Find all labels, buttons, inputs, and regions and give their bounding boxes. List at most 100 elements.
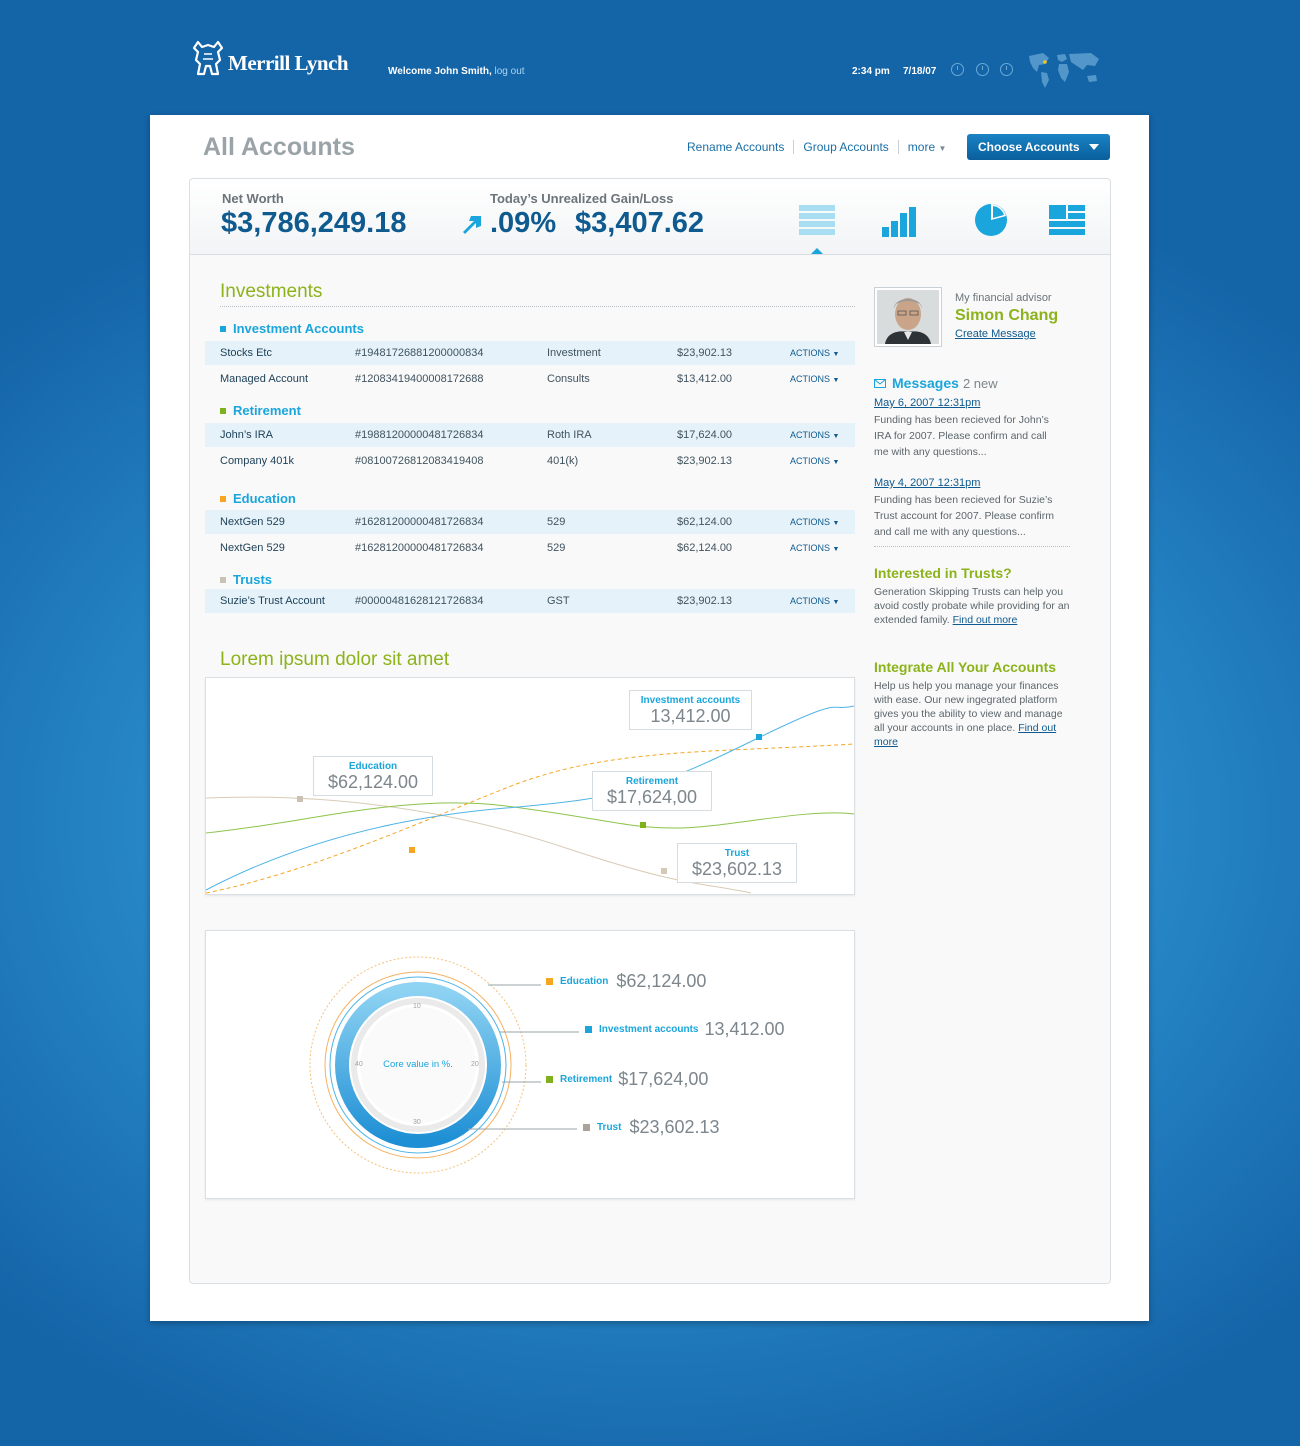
tick-label: 30 — [413, 1119, 421, 1126]
inner-gray-ring — [351, 998, 485, 1132]
messages-count: 2 new — [962, 375, 998, 391]
actions-menu[interactable]: ACTIONS ▼ — [790, 596, 839, 606]
find-out-more-link[interactable]: Find out more — [874, 722, 1057, 748]
more-menu[interactable]: more ▼ — [897, 140, 956, 154]
legend-swatch — [546, 1076, 553, 1083]
actions-menu[interactable]: ACTIONS ▼ — [790, 348, 839, 358]
donut-center — [360, 1007, 476, 1123]
table-row[interactable]: Managed Account #12083419400008172688 Co… — [205, 367, 855, 391]
actions-label: ACTIONS — [790, 348, 831, 358]
account-amount: $62,124.00 — [677, 516, 733, 528]
account-number: #19481726881200000834 — [355, 347, 484, 359]
callout-investment-accounts: Investment accounts 13,412.00 — [629, 690, 752, 730]
actions-menu[interactable]: ACTIONS ▼ — [790, 543, 839, 553]
account-name[interactable]: Company 401k — [220, 455, 294, 467]
caret-down-icon: ▼ — [938, 144, 947, 153]
callout-label: Retirement — [625, 776, 679, 787]
line-chart-canvas — [206, 705, 854, 894]
bull-logo-icon — [192, 40, 224, 76]
caret-down-icon: ▼ — [832, 459, 840, 466]
brand-logo[interactable]: Merrill Lynch — [190, 38, 349, 76]
arrow-up-right-icon — [463, 216, 481, 234]
actions-label: ACTIONS — [790, 543, 831, 553]
account-name[interactable]: Suzie’s Trust Account — [220, 595, 325, 607]
caret-down-icon: ▼ — [832, 546, 840, 553]
create-message-link[interactable]: Create Message — [955, 328, 1036, 340]
timezone-clock-icon[interactable] — [1000, 63, 1013, 76]
world-map-icon[interactable] — [1025, 50, 1103, 90]
line-chart: Investment accounts 13,412.00 Education … — [205, 677, 855, 895]
group-name: Retirement — [233, 403, 301, 418]
advisor-caption: My financial advisor — [955, 292, 1052, 304]
find-out-more-link[interactable]: Find out more — [952, 614, 1018, 626]
actions-menu[interactable]: ACTIONS ▼ — [790, 517, 839, 527]
account-name[interactable]: NextGen 529 — [220, 542, 285, 554]
caret-down-icon: ▼ — [832, 433, 840, 440]
series-line-education — [206, 743, 854, 894]
chart-section-title: Lorem ipsum dolor sit amet — [220, 649, 450, 670]
group-color-marker — [220, 407, 226, 414]
page-title: All Accounts — [203, 133, 355, 161]
outer-dotted-ring — [309, 956, 527, 1174]
table-row[interactable]: Company 401k #08100726812083419408 401(k… — [205, 449, 855, 473]
account-number: #08100726812083419408 — [355, 455, 484, 467]
promo-trusts-title: Interested in Trusts? — [874, 565, 1012, 581]
account-amount: $62,124.00 — [677, 542, 733, 554]
promo-trusts-text: Generation Skipping Trusts can help you … — [874, 586, 1070, 626]
gain-loss-amount: $3,407.62 — [575, 207, 705, 239]
timezone-clock-icon[interactable] — [976, 63, 989, 76]
group-accounts-link[interactable]: Group Accounts — [793, 140, 897, 154]
group-name: Trusts — [233, 572, 273, 587]
pie-chart-icon[interactable] — [972, 203, 1012, 237]
account-type: 529 — [547, 516, 566, 528]
actions-menu[interactable]: ACTIONS ▼ — [790, 456, 839, 466]
message-date-link[interactable]: May 4, 2007 12:31pm — [874, 477, 981, 489]
list-view-icon[interactable] — [797, 203, 837, 237]
group-color-marker — [220, 325, 226, 332]
blue-thin-ring — [329, 976, 507, 1154]
grid-view-icon[interactable] — [1047, 203, 1087, 237]
actions-label: ACTIONS — [790, 430, 831, 440]
legend-item-trust: Trust $23,602.13 — [583, 1117, 720, 1138]
group-title-education: Education — [220, 491, 296, 506]
table-row[interactable]: Suzie’s Trust Account #00000481628121726… — [205, 589, 855, 613]
net-worth-label: Net Worth — [222, 191, 284, 206]
account-name[interactable]: Stocks Etc — [220, 347, 272, 359]
table-row[interactable]: NextGen 529 #16281200000481726834 529 $6… — [205, 510, 855, 534]
account-name[interactable]: Managed Account — [220, 373, 309, 385]
legend-item-investment-accounts: Investment accounts 13,412.00 — [585, 1019, 785, 1040]
table-row[interactable]: NextGen 529 #16281200000481726834 529 $6… — [205, 536, 855, 560]
clock-time: 2:34 pm — [852, 66, 890, 77]
account-number: #19881200000481726834 — [355, 429, 484, 441]
main-panel: All Accounts Rename Accounts Group Accou… — [150, 115, 1149, 1321]
bar-chart-icon[interactable] — [880, 203, 920, 237]
table-row[interactable]: John’s IRA #19881200000481726834 Roth IR… — [205, 423, 855, 447]
callout-label: Trust — [724, 848, 750, 859]
timezone-clock-icon[interactable] — [951, 63, 964, 76]
data-point-trust — [661, 868, 667, 874]
legend-swatch — [546, 978, 553, 985]
choose-accounts-button[interactable]: Choose Accounts — [967, 134, 1110, 160]
top-bar: Merrill Lynch Welcome John Smith, log ou… — [0, 0, 1300, 115]
messages-title: Messages — [892, 375, 959, 391]
legend-label: Investment accounts — [599, 1024, 699, 1035]
caret-down-icon: ▼ — [832, 377, 840, 384]
message-date-link[interactable]: May 6, 2007 12:31pm — [874, 397, 981, 409]
donut-center-label: Core value in %. — [383, 1059, 453, 1070]
advisor-avatar[interactable] — [874, 287, 942, 347]
legend-value: $23,602.13 — [629, 1117, 720, 1137]
actions-menu[interactable]: ACTIONS ▼ — [790, 374, 839, 384]
account-type: Consults — [547, 373, 590, 385]
legend-item-education: Education $62,124.00 — [546, 971, 706, 992]
divider — [220, 306, 855, 307]
logout-link[interactable]: log out — [494, 66, 525, 77]
account-name[interactable]: NextGen 529 — [220, 516, 285, 528]
welcome-text: Welcome John Smith, — [388, 66, 492, 77]
callout-label: Education — [348, 761, 398, 772]
account-name[interactable]: John’s IRA — [220, 429, 273, 441]
rename-accounts-link[interactable]: Rename Accounts — [687, 140, 785, 154]
table-row[interactable]: Stocks Etc #19481726881200000834 Investm… — [205, 341, 855, 365]
actions-menu[interactable]: ACTIONS ▼ — [790, 430, 839, 440]
account-amount: $23,902.13 — [677, 347, 733, 359]
summary-bar: Net Worth $3,786,249.18 Today’s Unrealiz… — [190, 179, 1110, 255]
